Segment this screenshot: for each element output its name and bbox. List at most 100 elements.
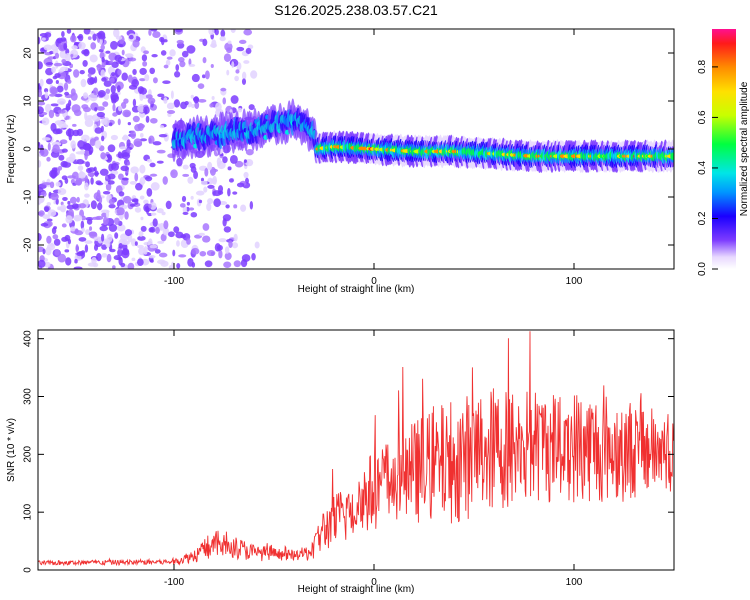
noise-speckle: [119, 146, 128, 150]
noise-speckle: [204, 70, 210, 80]
noise-speckle: [204, 167, 209, 177]
noise-speckle: [113, 217, 120, 226]
noise-speckle: [89, 30, 95, 35]
noise-speckle: [54, 249, 60, 256]
noise-speckle: [176, 157, 183, 167]
noise-speckle: [53, 62, 63, 67]
noise-speckle: [38, 61, 43, 70]
noise-speckle: [70, 226, 76, 232]
noise-speckle: [149, 67, 156, 75]
noise-speckle: [226, 69, 230, 76]
noise-speckle: [165, 59, 171, 66]
noise-speckle: [208, 29, 215, 36]
noise-speckle: [76, 252, 84, 257]
noise-speckle: [134, 140, 143, 148]
noise-speckle: [110, 40, 118, 50]
noise-speckle: [77, 165, 84, 171]
noise-speckle: [148, 203, 152, 209]
noise-speckle: [54, 120, 63, 126]
noise-speckle: [115, 35, 123, 40]
noise-speckle: [51, 66, 56, 74]
noise-speckle: [101, 56, 105, 63]
noise-speckle: [64, 249, 70, 253]
noise-speckle: [54, 93, 63, 98]
noise-speckle: [145, 115, 150, 123]
noise-speckle: [96, 189, 101, 198]
noise-speckle: [139, 132, 144, 138]
noise-speckle: [38, 199, 43, 204]
noise-speckle: [227, 188, 231, 197]
noise-speckle: [44, 206, 50, 213]
snr-series-line: [38, 331, 674, 567]
noise-speckle: [227, 40, 232, 45]
noise-speckle: [87, 171, 95, 177]
noise-speckle: [146, 158, 152, 163]
y-tick-label: 0: [23, 567, 34, 573]
noise-speckle: [114, 232, 119, 239]
noise-speckle: [126, 139, 131, 148]
noise-speckle: [103, 220, 108, 226]
noise-speckle: [189, 162, 196, 169]
noise-speckle: [96, 111, 105, 118]
y-tick-label: 20: [23, 47, 34, 59]
noise-speckle: [236, 182, 245, 188]
noise-speckle: [85, 149, 89, 156]
noise-speckle: [136, 258, 144, 267]
noise-speckle: [219, 36, 226, 42]
noise-speckle: [134, 207, 142, 213]
noise-speckle: [156, 149, 166, 154]
noise-speckle: [122, 109, 132, 118]
noise-speckle: [44, 261, 51, 268]
noise-speckle: [233, 260, 241, 268]
noise-speckle: [141, 54, 148, 62]
noise-speckle: [117, 248, 123, 257]
noise-speckle: [194, 101, 200, 110]
noise-speckle: [65, 215, 73, 224]
noise-speckle: [58, 69, 64, 73]
noise-speckle: [226, 47, 233, 54]
snr-ylabel: SNR (10 * v/v): [6, 418, 17, 482]
noise-speckle: [234, 160, 244, 168]
noise-speckle: [96, 202, 103, 211]
noise-speckle: [81, 134, 90, 142]
noise-speckle: [254, 241, 260, 249]
noise-speckle: [38, 36, 41, 45]
noise-speckle: [99, 225, 108, 232]
noise-speckle: [85, 115, 94, 120]
noise-speckle: [197, 98, 207, 103]
noise-speckle: [191, 247, 200, 255]
noise-speckle: [143, 106, 150, 115]
noise-speckle: [166, 109, 176, 115]
noise-speckle: [207, 161, 213, 171]
noise-speckle: [43, 88, 49, 93]
noise-speckle: [104, 180, 109, 185]
noise-speckle: [148, 29, 152, 36]
noise-speckle: [245, 158, 254, 167]
noise-speckle: [128, 34, 134, 40]
noise-speckle: [67, 175, 76, 179]
noise-speckle: [175, 29, 183, 33]
noise-speckle: [241, 71, 247, 81]
noise-speckle: [156, 160, 164, 164]
noise-speckle: [176, 263, 181, 269]
noise-speckle: [211, 95, 215, 101]
noise-speckle: [96, 106, 105, 111]
noise-speckle: [124, 53, 133, 57]
noise-speckle: [61, 175, 68, 180]
noise-speckle: [118, 242, 123, 249]
noise-speckle: [137, 244, 144, 249]
noise-speckle: [134, 241, 138, 246]
noise-speckle: [73, 266, 83, 269]
noise-speckle: [144, 74, 150, 82]
noise-speckle: [127, 161, 131, 166]
noise-speckle: [222, 156, 228, 164]
noise-speckle: [106, 253, 112, 263]
noise-speckle: [239, 39, 247, 45]
noise-speckle: [158, 134, 168, 138]
noise-speckle: [240, 204, 247, 212]
noise-speckle: [127, 74, 133, 83]
noise-speckle: [201, 74, 206, 79]
noise-speckle: [250, 70, 258, 79]
noise-speckle: [109, 77, 115, 83]
